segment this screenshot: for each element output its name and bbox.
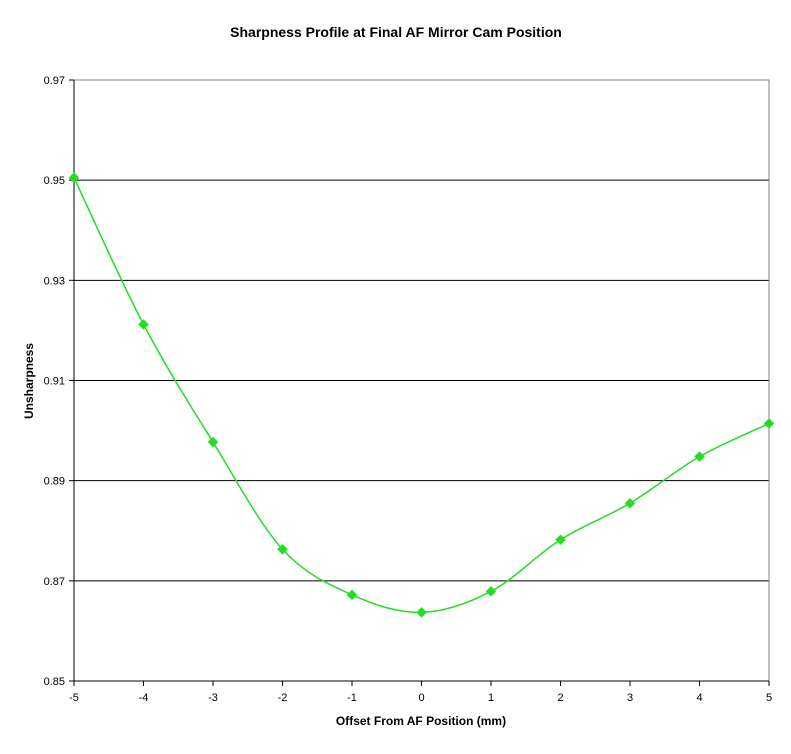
data-point-marker (485, 585, 497, 597)
x-tick-label: 3 (627, 692, 633, 704)
data-point-marker (694, 451, 705, 462)
data-point-marker (624, 497, 636, 509)
y-tick-label: 0.85 (44, 676, 65, 688)
chart-title: Sharpness Profile at Final AF Mirror Cam… (230, 24, 562, 40)
series-group (68, 172, 775, 618)
y-tick-label: 0.89 (44, 476, 65, 488)
y-tick-label: 0.97 (44, 75, 65, 87)
x-tick-label: 2 (557, 692, 563, 704)
data-point-marker (68, 172, 80, 184)
y-tick-label: 0.93 (44, 275, 65, 287)
data-point-marker (138, 319, 149, 330)
x-tick-label: 4 (696, 692, 702, 704)
gridlines (74, 179, 769, 582)
data-point-marker (763, 418, 775, 429)
x-tick-label: 5 (766, 692, 772, 704)
data-point-marker (207, 436, 219, 448)
x-tick-label: -3 (208, 692, 218, 704)
data-point-marker (555, 534, 566, 546)
axes (69, 79, 770, 686)
y-tick-label: 0.91 (44, 376, 65, 388)
y-tick-label: 0.95 (44, 175, 65, 187)
data-point-marker (346, 589, 358, 601)
series-line (73, 177, 770, 614)
y-tick-label: 0.87 (44, 576, 65, 588)
x-tick-label: 0 (418, 692, 424, 704)
x-tick-label: 1 (488, 692, 494, 704)
y-tick-labels: 0.85 0.87 0.89 0.91 0.93 0.95 0.97 (44, 75, 65, 688)
data-point-marker (277, 543, 288, 555)
data-point-marker (416, 607, 427, 618)
x-tick-label: -2 (278, 692, 288, 704)
x-tick-label: -4 (139, 692, 149, 704)
y-axis-title: Unsharpness (22, 343, 36, 419)
x-axis-title: Offset From AF Position (mm) (336, 714, 506, 728)
x-tick-label: -1 (347, 692, 357, 704)
x-tick-label: -5 (69, 692, 79, 704)
x-tick-labels: -5 -4 -3 -2 -1 0 1 2 3 4 5 (69, 692, 772, 704)
